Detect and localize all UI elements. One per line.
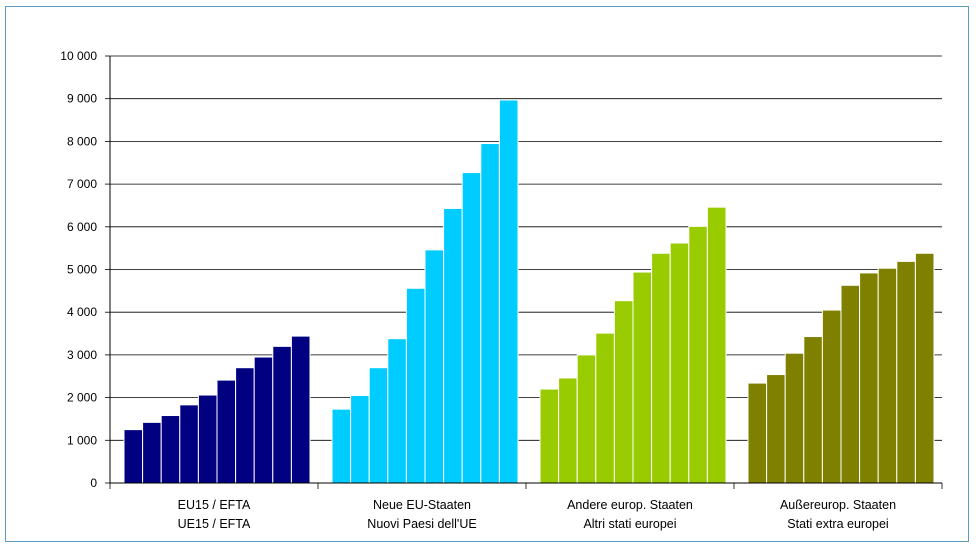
y-axis-labels: 0 1 000 2 000 3 000 4 000 5 000 6 000 7 000 8 00…	[60, 49, 97, 490]
bar	[461, 172, 482, 484]
bar	[914, 252, 935, 484]
category-label-line1: EU15 / EFTA	[178, 498, 251, 512]
y-tick-label: 3 000	[67, 348, 97, 362]
bars	[123, 99, 935, 484]
bar	[766, 374, 786, 484]
y-tick-label: 2 000	[67, 391, 97, 405]
bar	[142, 421, 162, 484]
bar	[272, 345, 292, 484]
y-tick-label: 5 000	[67, 263, 97, 277]
bar	[480, 143, 500, 484]
category-label-line2: UE15 / EFTA	[178, 517, 251, 531]
y-tick-label: 6 000	[67, 220, 97, 234]
bar	[803, 336, 823, 484]
y-tick-label: 8 000	[67, 134, 97, 148]
bar	[784, 352, 805, 484]
bar	[688, 225, 708, 484]
bar	[498, 99, 519, 484]
bar	[179, 404, 199, 484]
bar	[160, 415, 181, 484]
y-tick-label: 4 000	[67, 305, 97, 319]
category-label-line2: Stati extra europei	[787, 517, 888, 531]
category-label-line1: Andere europ. Staaten	[567, 498, 693, 512]
y-tick-label: 1 000	[67, 433, 97, 447]
category-label-line2: Nuovi Paesi dell'UE	[367, 517, 476, 531]
axes	[109, 56, 943, 489]
bar	[613, 300, 634, 484]
bar	[669, 242, 690, 484]
bar	[651, 252, 671, 484]
bar	[877, 267, 898, 484]
category-labels: EU15 / EFTA UE15 / EFTA Neue EU-Staaten Nuo…	[178, 498, 896, 531]
bar	[539, 388, 560, 484]
bar	[896, 260, 916, 484]
bar	[706, 206, 727, 484]
bar	[595, 332, 615, 484]
bar	[821, 309, 842, 484]
bar	[558, 377, 578, 484]
bar	[840, 284, 861, 484]
bar	[632, 271, 653, 484]
y-tick-label: 0	[90, 476, 97, 490]
y-tick-label: 10 000	[60, 49, 97, 63]
category-label-line1: Außereurop. Staaten	[780, 498, 896, 512]
bar	[290, 335, 311, 484]
bar	[235, 367, 255, 484]
bar	[405, 287, 426, 484]
bar	[859, 272, 879, 484]
y-tick-label: 7 000	[67, 177, 97, 191]
bar	[197, 394, 218, 484]
bar	[747, 382, 768, 484]
bar	[443, 207, 463, 484]
bar	[253, 356, 274, 484]
category-label-line1: Neue EU-Staaten	[373, 498, 471, 512]
bar	[387, 338, 407, 484]
bar	[424, 249, 445, 484]
y-tick-label: 9 000	[67, 92, 97, 106]
bar	[576, 354, 597, 484]
bar	[368, 367, 389, 484]
bar	[123, 429, 144, 484]
category-label-line2: Altri stati europei	[583, 517, 676, 531]
bar	[216, 379, 237, 484]
bar	[350, 394, 370, 484]
bar	[331, 408, 352, 484]
